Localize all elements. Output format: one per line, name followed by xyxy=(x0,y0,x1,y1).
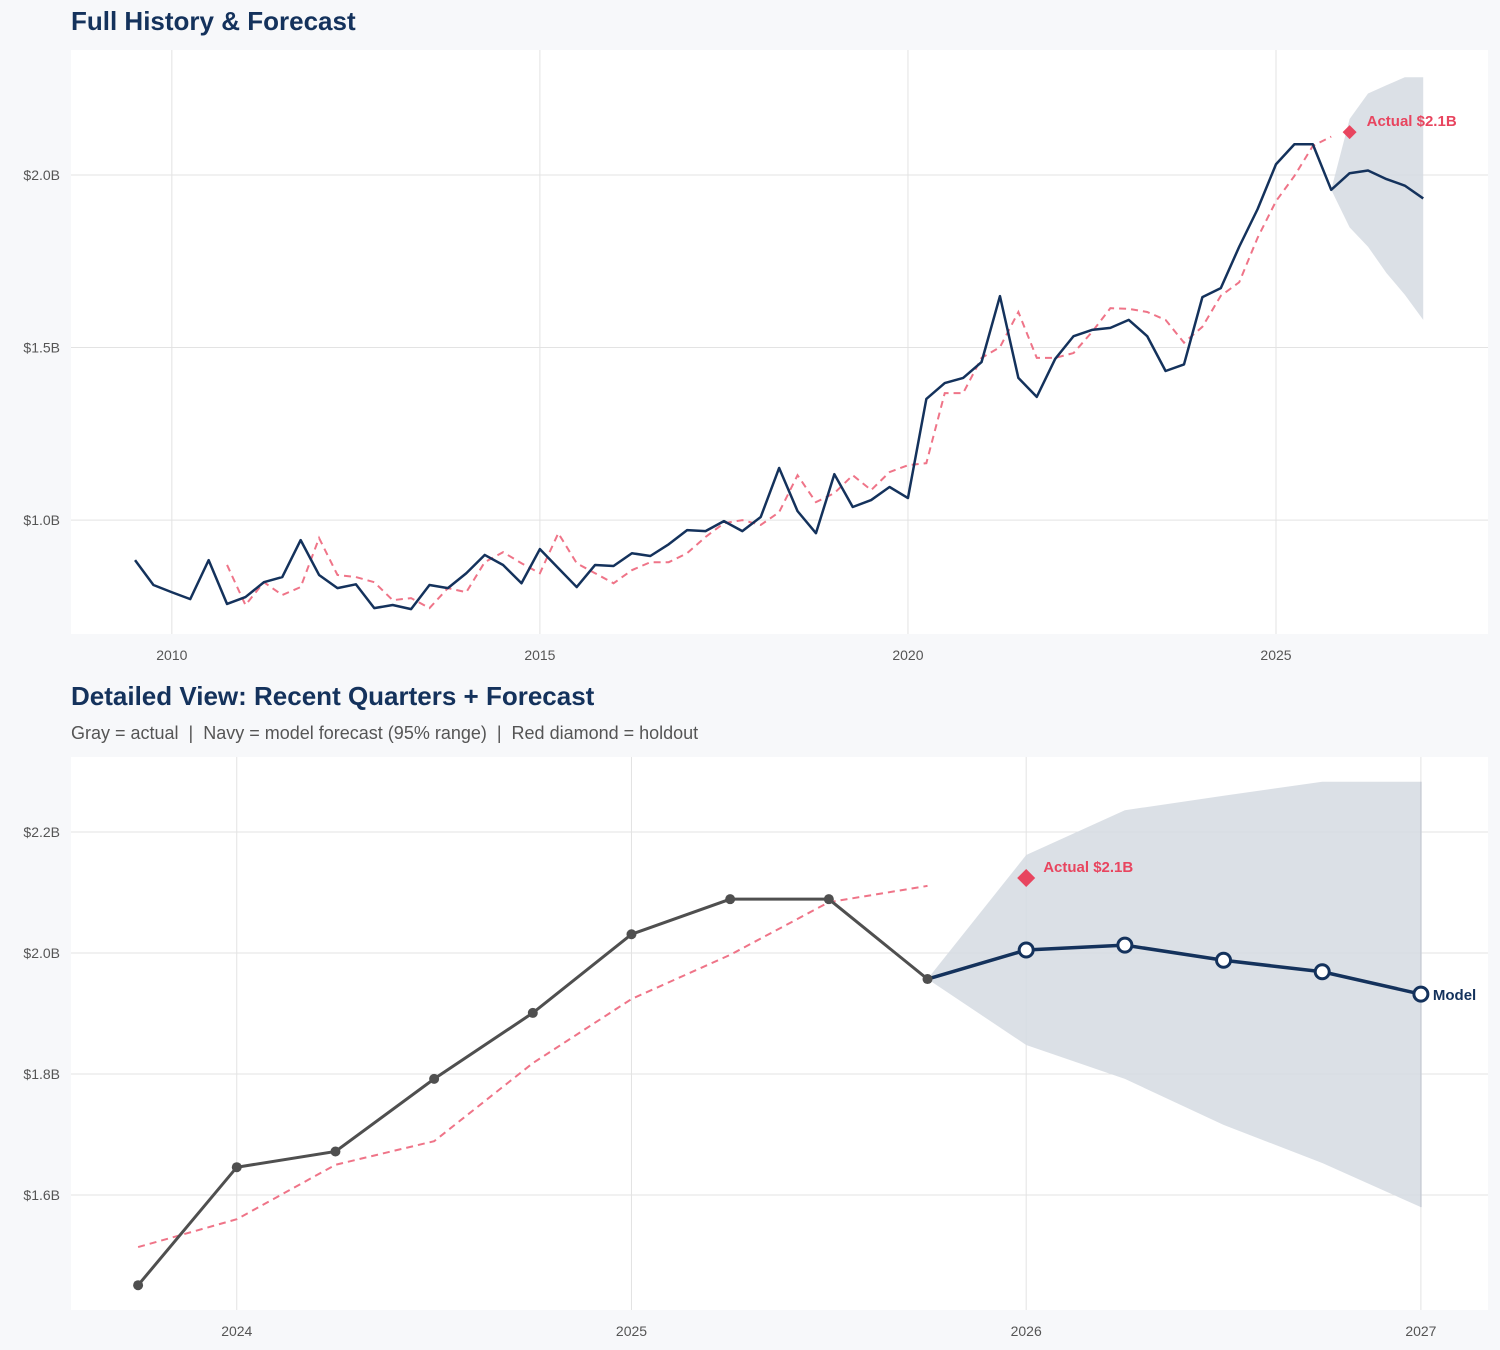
y-tick-label: $2.0B xyxy=(23,945,60,961)
x-tick-label: 2025 xyxy=(1260,647,1291,663)
x-tick-label: 2027 xyxy=(1405,1323,1436,1339)
bottom-chart-subtitle: Gray = actual | Navy = model forecast (9… xyxy=(71,723,699,743)
actual-point xyxy=(330,1146,341,1157)
y-tick-label: $2.2B xyxy=(23,824,60,840)
forecast-95-band xyxy=(1331,77,1424,320)
y-tick-label: $1.0B xyxy=(23,512,60,528)
fitted-line xyxy=(226,135,1332,610)
holdout-label: Actual $2.1B xyxy=(1043,859,1133,876)
y-tick-label: $2.0B xyxy=(23,167,60,183)
x-tick-label: 2010 xyxy=(156,647,187,663)
actual-point xyxy=(527,1007,538,1018)
y-tick-label: $1.6B xyxy=(23,1187,60,1203)
x-tick-label: 2026 xyxy=(1011,1323,1042,1339)
x-tick-label: 2024 xyxy=(221,1323,252,1339)
holdout-diamond xyxy=(1342,125,1357,140)
plot-area xyxy=(71,50,1488,634)
actual-point xyxy=(922,974,933,985)
actual-point xyxy=(231,1162,242,1173)
forecast-point xyxy=(1313,963,1331,981)
full-history-chart: $1.0B $1.5B $2.0B 2010 2015 2020 2025 Actual $2… xyxy=(23,50,1488,663)
actual-point xyxy=(133,1280,144,1291)
actual-and-forecast-line xyxy=(134,142,1424,611)
actual-point xyxy=(725,894,736,905)
actual-point xyxy=(429,1073,440,1084)
forecast-point xyxy=(1017,941,1035,959)
x-tick-label: 2015 xyxy=(524,647,555,663)
x-tick-label: 2020 xyxy=(892,647,923,663)
forecast-line xyxy=(927,943,1422,996)
top-chart-title: Full History & Forecast xyxy=(71,6,356,36)
forecast-point xyxy=(1215,951,1233,969)
x-tick-label: 2025 xyxy=(616,1323,647,1339)
actual-point xyxy=(823,894,834,905)
actual-point xyxy=(626,929,637,940)
bottom-chart-title: Detailed View: Recent Quarters + Forecas… xyxy=(71,681,595,711)
forecast-point xyxy=(1412,985,1430,1003)
holdout-label: Actual $2.1B xyxy=(1367,113,1457,130)
y-tick-label: $1.5B xyxy=(23,340,60,356)
holdout-diamond xyxy=(1017,869,1036,888)
forecast-point xyxy=(1116,936,1134,954)
y-tick-label: $1.8B xyxy=(23,1066,60,1082)
model-label: Model xyxy=(1433,987,1476,1004)
forecast-95-band xyxy=(927,781,1421,1208)
